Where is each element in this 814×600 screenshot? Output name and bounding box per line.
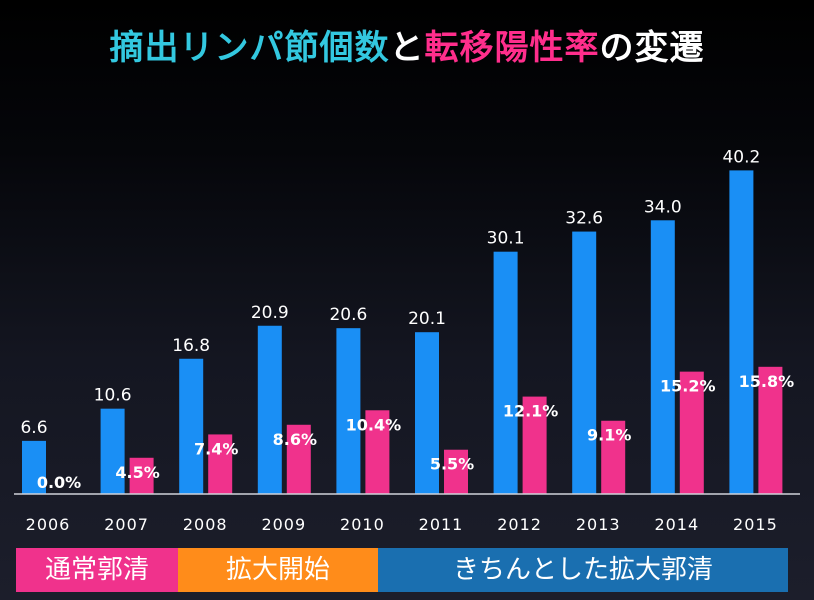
bar-positive-rate-2008 — [208, 434, 233, 494]
bar-positive-rate-2010 — [365, 410, 390, 494]
x-tick-label-2011: 2011 — [419, 515, 464, 534]
label-positive-rate-2011: 5.5% — [430, 455, 474, 474]
label-node-count-2011: 20.1 — [408, 309, 446, 329]
bar-positive-rate-2012 — [522, 396, 547, 494]
x-tick-label-2010: 2010 — [340, 515, 385, 534]
title-part-transition: の変遷 — [599, 28, 705, 68]
bar-positive-rate-2013 — [601, 420, 626, 494]
label-node-count-2015: 40.2 — [722, 147, 760, 167]
title-part-and: と — [389, 28, 425, 68]
x-tick-label-2007: 2007 — [104, 515, 149, 534]
legend-item-proper-extended-dissection: きちんとした拡大郭清 — [378, 548, 788, 592]
bar-node-count-2008 — [179, 358, 204, 494]
label-node-count-2006: 6.6 — [20, 418, 47, 438]
legend-item-normal-dissection: 通常郭清 — [16, 548, 178, 592]
bar-node-count-2010 — [336, 328, 361, 494]
label-positive-rate-2006: 0.0% — [37, 473, 81, 492]
label-node-count-2009: 20.9 — [251, 303, 289, 323]
x-tick-label-2009: 2009 — [261, 515, 306, 534]
title-part-node-count: 摘出リンパ節個数 — [109, 28, 390, 68]
label-node-count-2014: 34.0 — [644, 197, 682, 217]
bar-positive-rate-2014 — [679, 371, 704, 494]
label-positive-rate-2008: 7.4% — [194, 439, 238, 458]
legend-item-expansion-start: 拡大開始 — [178, 548, 378, 592]
bar-chart: 6.6 0.0% 2006 10.6 4.5% 2007 16.8 7.4% 2008 20.9 8… — [14, 147, 800, 534]
legend: 通常郭清 拡大開始 きちんとした拡大郭清 — [16, 548, 788, 592]
bar-positive-rate-2015 — [758, 366, 783, 494]
x-tick-label-2012: 2012 — [497, 515, 542, 534]
bar-node-count-2007 — [100, 408, 125, 494]
bar-node-count-2011 — [415, 332, 439, 494]
label-node-count-2012: 30.1 — [487, 229, 525, 249]
label-node-count-2013: 32.6 — [565, 209, 603, 229]
x-tick-label-2015: 2015 — [733, 515, 778, 534]
x-tick-label-2013: 2013 — [576, 515, 621, 534]
title-part-positive-rate: 転移陽性率 — [424, 28, 600, 68]
label-positive-rate-2013: 9.1% — [587, 426, 631, 445]
bar-node-count-2009 — [257, 325, 282, 494]
label-positive-rate-2010: 10.4% — [346, 415, 402, 434]
bar-node-count-2012 — [493, 251, 518, 494]
x-tick-label-2014: 2014 — [654, 515, 699, 534]
label-positive-rate-2014: 15.2% — [660, 377, 716, 396]
bar-node-count-2006 — [22, 440, 46, 494]
bar-positive-rate-2007 — [129, 457, 154, 494]
label-positive-rate-2015: 15.8% — [739, 372, 795, 391]
chart-title: 摘出リンパ節個数と転移陽性率の変遷 — [0, 20, 814, 69]
x-tick-label-2008: 2008 — [183, 515, 228, 534]
bar-positive-rate-2009 — [286, 424, 311, 494]
bar-node-count-2014 — [650, 220, 675, 495]
bar-positive-rate-2011 — [444, 449, 468, 494]
label-node-count-2007: 10.6 — [94, 386, 132, 406]
bar-node-count-2013 — [572, 231, 597, 494]
label-positive-rate-2007: 4.5% — [115, 463, 159, 482]
label-positive-rate-2009: 8.6% — [273, 430, 317, 449]
label-positive-rate-2012: 12.1% — [503, 402, 559, 421]
label-node-count-2008: 16.8 — [172, 336, 210, 356]
bar-node-count-2015 — [729, 170, 754, 494]
label-node-count-2010: 20.6 — [329, 305, 367, 325]
x-tick-label-2006: 2006 — [26, 515, 71, 534]
